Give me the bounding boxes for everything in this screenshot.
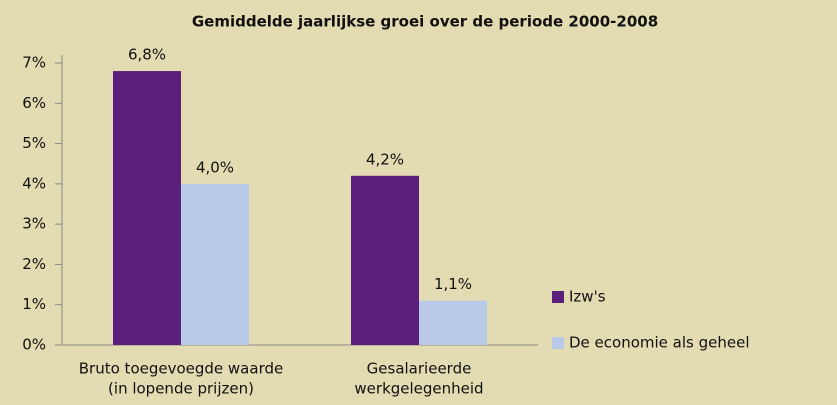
y-tick-label: 6% — [22, 94, 46, 112]
bar — [419, 300, 487, 345]
legend-label: De economie als geheel — [569, 334, 749, 352]
value-label: 4,0% — [196, 158, 234, 176]
chart-title: Gemiddelde jaarlijkse groei over de peri… — [192, 13, 658, 31]
bar — [181, 183, 249, 345]
y-tick-label: 3% — [22, 215, 46, 233]
x-tick-label: Gesalarieerde — [367, 360, 472, 378]
bar — [113, 71, 181, 346]
value-label: 4,2% — [366, 150, 404, 168]
y-tick-label: 1% — [22, 295, 46, 313]
value-label: 6,8% — [128, 46, 166, 64]
y-tick-label: 2% — [22, 255, 46, 273]
value-label: 1,1% — [434, 275, 472, 293]
y-tick-label: 4% — [22, 174, 46, 192]
legend-label: Izw's — [569, 288, 606, 306]
x-tick-label: (in lopende prijzen) — [108, 380, 254, 398]
y-tick-label: 7% — [22, 54, 46, 72]
legend-swatch — [552, 337, 564, 349]
x-tick-label: Bruto toegevoegde waarde — [79, 360, 283, 378]
bar — [351, 175, 419, 345]
y-tick-label: 5% — [22, 134, 46, 152]
x-tick-label: werkgelegenheid — [354, 380, 483, 398]
y-tick-label: 0% — [22, 336, 46, 354]
legend-swatch — [552, 291, 564, 303]
